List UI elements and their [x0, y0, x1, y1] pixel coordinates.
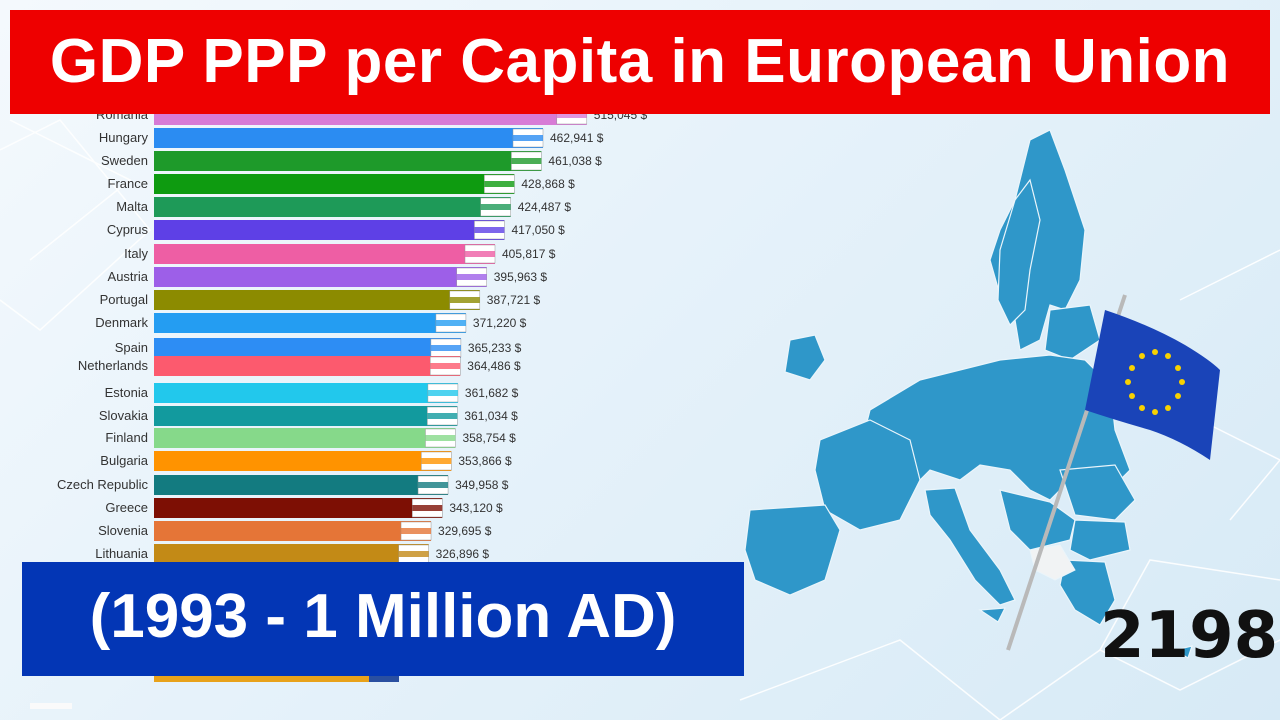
value-label-italy: 405,817 $ [502, 247, 556, 261]
value-label-portugal: 387,721 $ [487, 293, 541, 307]
map-romania [1059, 464, 1136, 521]
country-label-cyprus: Cyprus [107, 222, 149, 237]
value-label-estonia: 361,682 $ [465, 386, 519, 400]
map-sweden [997, 178, 1041, 327]
map-italy [924, 487, 1016, 606]
bar-spain [154, 338, 461, 358]
value-label-france: 428,868 $ [521, 177, 575, 191]
bars-layer: Romania 515,045 $Hungary 462,941 $Sweden 46… [57, 105, 647, 564]
eu-flag-stars [1125, 349, 1185, 415]
country-label-slovenia: Slovenia [98, 523, 149, 538]
country-label-netherlands: Netherlands [78, 358, 149, 373]
bar-slovakia [154, 406, 458, 426]
bar-austria [154, 267, 487, 287]
country-label-estonia: Estonia [105, 385, 149, 400]
bar-czech-republic [154, 475, 449, 495]
country-label-finland: Finland [105, 430, 148, 445]
flag-stripe-greece [412, 505, 443, 511]
flag-stripe-bulgaria [421, 458, 452, 464]
flag-stripe-denmark [435, 320, 466, 326]
flag-stripe-france [484, 181, 515, 187]
flag-stripe-netherlands [430, 363, 461, 369]
country-label-lithuania: Lithuania [95, 546, 149, 561]
bar-netherlands [154, 356, 461, 376]
country-label-denmark: Denmark [95, 315, 148, 330]
bar-italy [154, 244, 495, 264]
flag-stripe-estonia [427, 390, 458, 396]
map-sicily [978, 607, 1007, 623]
bar-malta [154, 197, 511, 217]
value-label-cyprus: 417,050 $ [511, 223, 565, 237]
bar-hungary [154, 128, 543, 148]
eu-flag [1085, 310, 1220, 460]
value-label-austria: 395,963 $ [494, 270, 548, 284]
flag-stripe-czech-republic [418, 482, 449, 488]
map-baltics [1044, 304, 1101, 361]
date-range-subtitle: (1993 - 1 Million AD) [22, 562, 744, 676]
flag-stripe-romania [556, 112, 587, 118]
map-greece [1059, 559, 1116, 626]
map-balkans [999, 489, 1076, 551]
map-ireland [784, 334, 826, 381]
year-counter: 2198 [1100, 599, 1279, 673]
video-progress-remnant [30, 703, 72, 709]
bar-sweden [154, 151, 542, 171]
country-label-czech-republic: Czech Republic [57, 477, 149, 492]
bar-estonia [154, 383, 458, 403]
flag-stripe-lithuania [398, 551, 429, 557]
bar-greece [154, 498, 443, 518]
flag-stripe-slovakia [427, 413, 458, 419]
flag-stripe-austria [456, 274, 487, 280]
country-label-spain: Spain [115, 340, 148, 355]
flag-stripe-italy [464, 251, 495, 257]
bar-portugal [154, 290, 480, 310]
bar-chart: Romania 515,045 $Hungary 462,941 $Sweden 46… [57, 105, 647, 682]
country-label-greece: Greece [105, 500, 148, 515]
bar-denmark [154, 313, 466, 333]
country-label-austria: Austria [108, 269, 149, 284]
country-label-portugal: Portugal [100, 292, 149, 307]
value-label-czech-republic: 349,958 $ [455, 478, 509, 492]
country-label-slovakia: Slovakia [99, 408, 149, 423]
flag-stripe-slovenia [401, 528, 432, 534]
value-label-slovenia: 329,695 $ [438, 524, 492, 538]
country-label-hungary: Hungary [99, 130, 149, 145]
flag-stripe-hungary [513, 135, 543, 141]
flag-stripe-malta [480, 204, 511, 210]
country-label-sweden: Sweden [101, 153, 148, 168]
value-label-slovakia: 361,034 $ [464, 409, 518, 423]
value-label-sweden: 461,038 $ [548, 154, 602, 168]
chart-title: GDP PPP per Capita in European Union [10, 10, 1270, 114]
value-label-denmark: 371,220 $ [473, 316, 527, 330]
value-label-spain: 365,233 $ [468, 341, 522, 355]
flag-stripe-spain [430, 345, 461, 351]
bar-cyprus [154, 220, 505, 240]
value-label-bulgaria: 353,866 $ [458, 454, 512, 468]
bar-bulgaria [154, 451, 452, 471]
map-france [814, 419, 921, 531]
map-iberia [744, 504, 841, 596]
eu-map [744, 129, 1220, 659]
map-cyprus [1173, 645, 1193, 659]
value-label-malta: 424,487 $ [518, 200, 572, 214]
country-label-france: France [108, 176, 148, 191]
value-label-netherlands: 364,486 $ [467, 359, 521, 373]
value-label-finland: 358,754 $ [462, 431, 516, 445]
country-label-malta: Malta [116, 199, 149, 214]
bar-slovenia [154, 521, 432, 541]
bar-finland [154, 428, 456, 448]
bar-france [154, 174, 515, 194]
flag-stripe-portugal [449, 297, 480, 303]
value-label-greece: 343,120 $ [449, 501, 503, 515]
map-bulgaria [1069, 519, 1131, 561]
flag-stripe-cyprus [474, 227, 505, 233]
country-label-bulgaria: Bulgaria [100, 453, 148, 468]
flag-stripe-sweden [511, 158, 542, 164]
value-label-hungary: 462,941 $ [550, 131, 604, 145]
flag-stripe-finland [425, 435, 456, 441]
value-label-lithuania: 326,896 $ [436, 547, 490, 561]
bar-lithuania [154, 544, 429, 564]
country-label-italy: Italy [124, 246, 148, 261]
